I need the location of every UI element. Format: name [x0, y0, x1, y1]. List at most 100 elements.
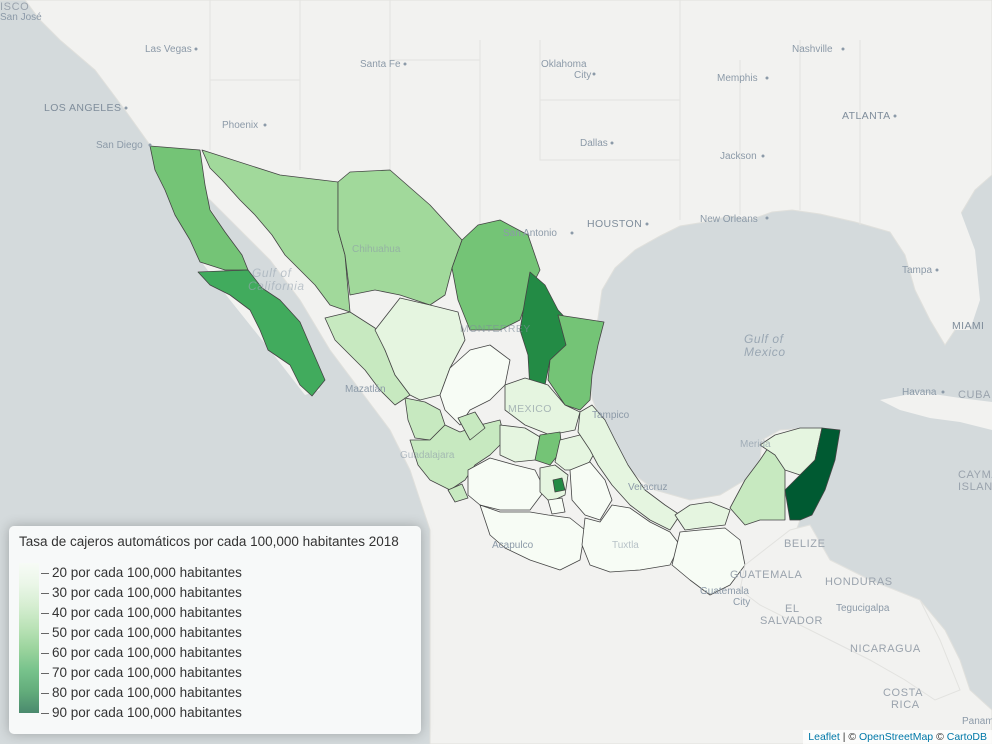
label-belize: BELIZE — [784, 538, 826, 550]
label-oklahoma-city: City — [574, 70, 591, 81]
label-santa-fe: Santa Fe — [360, 59, 401, 70]
map-attribution: Leaflet | © OpenStreetMap © CartoDB — [803, 730, 992, 744]
label-gulf-of-california-2: California — [248, 279, 305, 293]
label-havana: Havana — [902, 387, 937, 398]
label-miami: MIAMI — [952, 320, 984, 332]
label-tegucigalpa: Tegucigalpa — [836, 603, 890, 614]
legend-label: 30 por cada 100,000 habitantes — [52, 585, 242, 600]
basemap-land-cuba — [880, 392, 992, 430]
attribution-sep-2: © — [933, 731, 947, 743]
state-tamaulipas[interactable] — [547, 314, 605, 411]
label-jackson: Jackson — [720, 151, 757, 162]
cartodb-link[interactable]: CartoDB — [946, 731, 987, 743]
label-houston: HOUSTON — [587, 218, 642, 230]
basemap-land-central-america — [739, 524, 961, 701]
legend-label: 40 por cada 100,000 habitantes — [52, 605, 242, 620]
label-guatemala-country: GUATEMALA — [730, 569, 802, 581]
label-guatemala-city: Guatemala — [700, 586, 749, 597]
state-quintana-roo[interactable] — [784, 427, 841, 521]
label-nashville: Nashville — [792, 44, 833, 55]
label-tampa: Tampa — [902, 265, 932, 276]
state-aguascalientes[interactable] — [457, 411, 486, 441]
legend-color-ramp — [19, 563, 39, 713]
label-guadalajara: Guadalajara — [400, 450, 455, 461]
label-dallas: Dallas — [580, 138, 608, 149]
state-morelos[interactable] — [547, 497, 566, 515]
label-gulf-of-california-1: Gulf of — [252, 266, 293, 280]
label-tuxtla: Tuxtla — [612, 540, 639, 551]
osm-link[interactable]: OpenStreetMap — [859, 731, 934, 743]
label-san-diego: San Diego — [96, 140, 143, 151]
label-panama: Panam — [962, 716, 992, 727]
legend-label: 60 por cada 100,000 habitantes — [52, 645, 242, 660]
legend-item: 50 por cada 100,000 habitantes — [41, 623, 242, 643]
basemap-labels: Las Vegas Santa Fe Oklahoma City Nashvil… — [0, 1, 992, 727]
state-colima[interactable] — [447, 483, 469, 503]
state-sinaloa[interactable] — [324, 311, 411, 406]
state-chiapas[interactable] — [671, 527, 746, 596]
state-baja-california-sur[interactable] — [197, 269, 326, 397]
label-isco: ISCO — [0, 1, 29, 13]
label-gulf-of-mexico-1: Gulf of — [744, 332, 785, 346]
state-michoacan[interactable] — [467, 457, 546, 511]
label-cuba: CUBA — [958, 389, 991, 401]
state-veracruz[interactable] — [577, 404, 681, 531]
leaflet-link[interactable]: Leaflet — [808, 731, 840, 743]
state-tabasco[interactable] — [674, 501, 731, 531]
label-tampico: Tampico — [592, 410, 630, 421]
label-salvador: SALVADOR — [760, 615, 823, 627]
mexico-states[interactable] — [149, 145, 841, 596]
legend-items: 20 por cada 100,000 habitantes 30 por ca… — [41, 563, 242, 723]
legend-label: 90 por cada 100,000 habitantes — [52, 705, 242, 720]
legend-title: Tasa de cajeros automáticos por cada 100… — [19, 534, 399, 549]
state-jalisco[interactable] — [409, 419, 506, 491]
state-san-luis-potosi[interactable] — [504, 377, 581, 436]
label-new-orleans: New Orleans — [700, 214, 758, 225]
legend-item: 90 por cada 100,000 habitantes — [41, 703, 242, 723]
legend-label: 50 por cada 100,000 habitantes — [52, 625, 242, 640]
label-mexico: MEXICO — [508, 403, 552, 415]
state-nuevo-leon[interactable] — [519, 271, 573, 391]
basemap-state-lines — [209, 0, 861, 240]
basemap-land-florida — [925, 180, 980, 330]
state-chihuahua[interactable] — [337, 169, 463, 306]
state-puebla[interactable] — [569, 461, 613, 521]
label-rica: RICA — [891, 699, 920, 711]
state-baja-california[interactable] — [149, 145, 249, 271]
label-mazatlan: Mazatlán — [345, 384, 386, 395]
label-nicaragua: NICARAGUA — [850, 643, 921, 655]
label-san-antonio: San Antonio — [503, 228, 557, 239]
label-honduras: HONDURAS — [825, 576, 893, 588]
label-merida: Merida — [740, 439, 771, 450]
legend-item: 80 por cada 100,000 habitantes — [41, 683, 242, 703]
legend-item: 20 por cada 100,000 habitantes — [41, 563, 242, 583]
label-memphis: Memphis — [717, 73, 758, 84]
label-chihuahua: Chihuahua — [352, 244, 401, 255]
label-oklahoma: Oklahoma — [541, 59, 587, 70]
legend-item: 70 por cada 100,000 habitantes — [41, 663, 242, 683]
label-guatemala-city-2: City — [733, 597, 750, 608]
label-el: EL — [785, 603, 800, 615]
legend-label: 70 por cada 100,000 habitantes — [52, 665, 242, 680]
attribution-sep-1: | © — [839, 731, 860, 743]
label-gulf-of-mexico-2: Mexico — [744, 345, 786, 359]
label-san-jose: San José — [0, 12, 42, 23]
label-las-vegas: Las Vegas — [145, 44, 192, 55]
label-veracruz: Veracruz — [628, 482, 667, 493]
label-cayma: CAYMA — [958, 469, 992, 481]
state-cdmx[interactable] — [552, 477, 566, 493]
label-phoenix: Phoenix — [222, 120, 258, 131]
state-campeche[interactable] — [729, 444, 786, 526]
label-los-angeles: LOS ANGELES — [44, 102, 121, 114]
legend-label: 20 por cada 100,000 habitantes — [52, 565, 242, 580]
legend-item: 60 por cada 100,000 habitantes — [41, 643, 242, 663]
legend-body: 20 por cada 100,000 habitantes 30 por ca… — [19, 563, 411, 720]
state-zacatecas[interactable] — [439, 344, 511, 426]
legend-item: 40 por cada 100,000 habitantes — [41, 603, 242, 623]
legend-item: 30 por cada 100,000 habitantes — [41, 583, 242, 603]
label-atlanta: ATLANTA — [842, 110, 891, 122]
legend-panel: Tasa de cajeros automáticos por cada 100… — [9, 526, 421, 734]
label-costa: COSTA — [883, 687, 923, 699]
label-islan: ISLAN — [958, 481, 992, 493]
